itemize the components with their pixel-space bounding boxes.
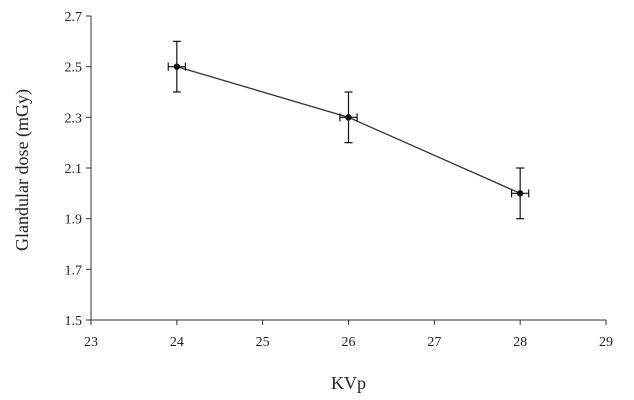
y-tick-label: 1.9 — [65, 213, 83, 228]
series — [167, 40, 530, 220]
y-tick-label: 1.5 — [65, 314, 83, 329]
data-point — [173, 63, 181, 70]
y-tick-label: 1.7 — [65, 263, 83, 278]
x-tick-label: 27 — [427, 335, 441, 350]
axes — [90, 16, 606, 321]
x-tick-label: 28 — [513, 335, 527, 350]
data-point — [516, 190, 524, 197]
data-point — [345, 114, 352, 121]
x-tick-label: 24 — [170, 335, 184, 350]
y-tick-label: 2.1 — [65, 162, 83, 177]
y-tick-label: 2.7 — [65, 10, 83, 25]
x-tick-label: 25 — [256, 335, 270, 350]
x-axis-label: KVp — [331, 373, 366, 393]
x-tick-label: 23 — [84, 335, 98, 350]
y-ticks: 1.5 1.7 1.9 2.1 2.3 2.5 2.7 — [65, 10, 91, 329]
x-tick-label: 29 — [599, 335, 613, 350]
y-tick-label: 2.5 — [65, 61, 83, 76]
x-tick-label: 26 — [342, 335, 356, 350]
y-tick-label: 2.3 — [65, 111, 83, 126]
y-axis-label: Glandular dose (mGy) — [12, 89, 33, 251]
x-ticks: 23 24 25 26 27 28 29 — [84, 320, 613, 350]
